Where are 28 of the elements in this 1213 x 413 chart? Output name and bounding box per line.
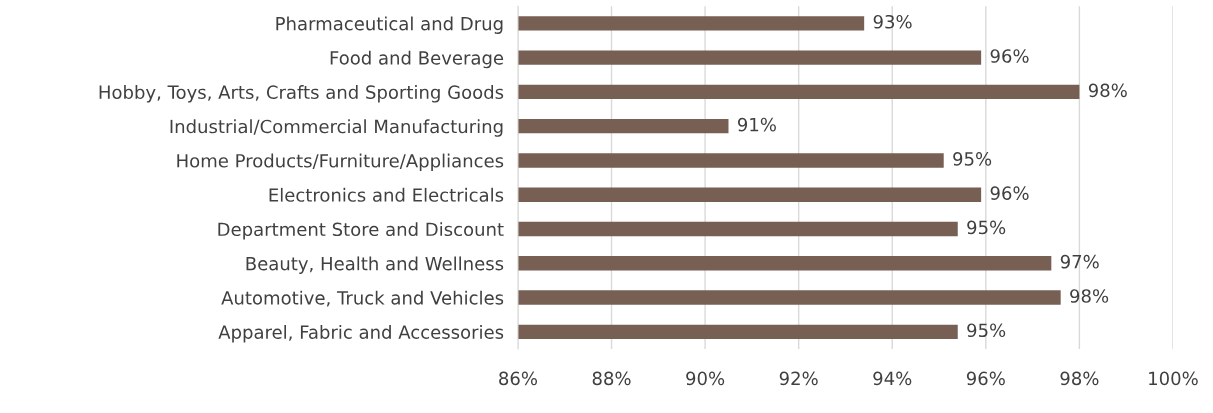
data-label: 96% [990, 49, 1029, 63]
data-label: 98% [1088, 83, 1127, 98]
x-tick-label: 88% [592, 371, 631, 386]
x-tick-label: 98% [1060, 371, 1099, 386]
y-tick-label: Home Products/Furniture/Appliances [177, 153, 504, 172]
x-tick-label: 86% [499, 371, 538, 386]
x-tick-label: 90% [686, 371, 725, 386]
x-tick-label: 100% [1149, 371, 1198, 386]
data-label: 98% [1070, 289, 1109, 303]
y-tick-label: Beauty, Health and Wellness [246, 256, 504, 274]
x-tick-label: 94% [873, 371, 912, 386]
y-tick-label: Electronics and Electricals [269, 187, 504, 202]
data-label: 95% [953, 152, 992, 166]
y-tick-label: Automotive, Truck and Vehicles [221, 290, 504, 307]
data-label: 96% [990, 186, 1029, 200]
data-label: 95% [967, 323, 1006, 338]
data-label: 95% [967, 220, 1006, 235]
y-tick-label: Food and Beverage [330, 50, 504, 69]
y-tick-label: Pharmaceutical and Drug [276, 16, 503, 34]
data-label: 97% [1060, 254, 1099, 269]
x-tick-label: 92% [779, 371, 818, 386]
data-label: 91% [737, 117, 776, 132]
data-label: 93% [873, 14, 912, 29]
y-tick-label: Hobby, Toys, Arts, Crafts and Sporting Goods [99, 85, 504, 103]
y-tick-label: Apparel, Fabric and Accessories [218, 324, 504, 343]
y-tick-label: Department Store and Discount [218, 222, 504, 240]
y-tick-label: Industrial/Commercial Manufacturing [170, 119, 503, 137]
x-tick-label: 96% [966, 371, 1005, 386]
